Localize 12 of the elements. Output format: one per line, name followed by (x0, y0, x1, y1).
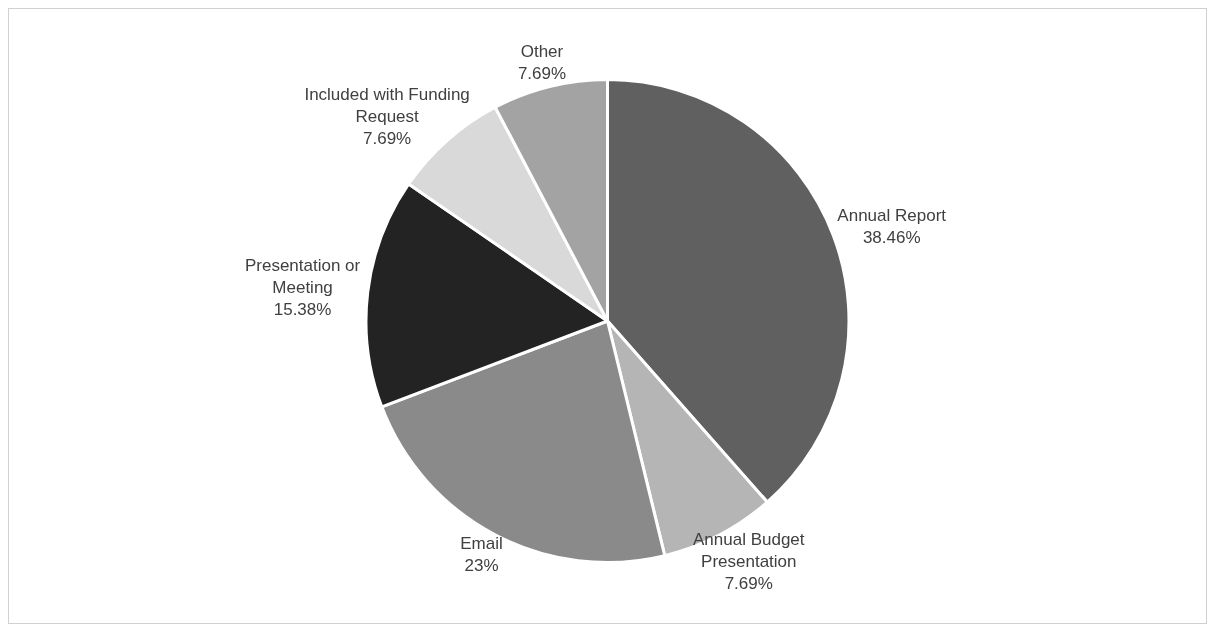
data-label: 38.46% (862, 228, 921, 248)
slice-label: Email (460, 534, 503, 554)
data-label: 15.38% (273, 300, 332, 320)
slice-label: Included with Funding Request (304, 84, 470, 126)
data-label: 7.69% (724, 574, 773, 594)
data-label: 7.69% (517, 64, 567, 84)
slice-label: Presentation or Meeting (244, 256, 361, 298)
data-label: 23% (464, 556, 499, 576)
slice-label: Annual Budget Presentation (692, 530, 805, 572)
data-label: 7.69% (363, 128, 412, 148)
slice-label: Annual Report (837, 206, 947, 226)
slice-label: Other (520, 42, 564, 62)
